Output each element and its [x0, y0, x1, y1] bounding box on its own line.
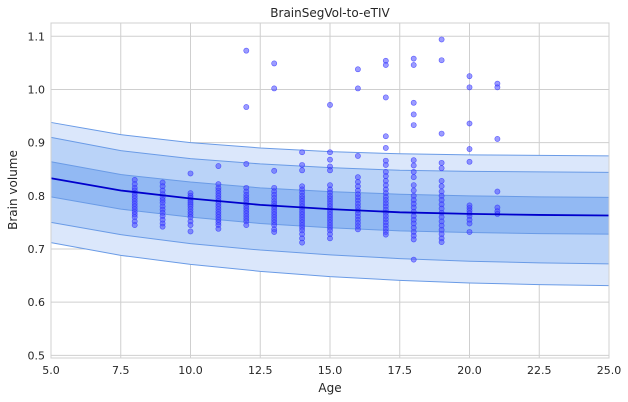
data-point-215 [438, 36, 445, 43]
data-point-62 [215, 225, 222, 232]
y-axis-label: Brain volume [6, 150, 20, 230]
y-tick-label-3: 0.8 [28, 190, 46, 203]
x-tick-labels: 5.0 7.5 10.0 12.5 15.0 17.5 20.0 22.5 25.0 [42, 364, 621, 377]
data-point-198 [410, 168, 417, 175]
data-point-197 [410, 162, 417, 169]
data-point-44 [187, 228, 194, 235]
data-point-169 [382, 145, 389, 151]
data-point-29 [159, 223, 166, 230]
data-point-213 [410, 236, 417, 243]
x-tick-label-7: 22.5 [527, 364, 552, 377]
x-tick-label-4: 15.0 [318, 364, 343, 377]
data-point-126 [327, 167, 333, 174]
x-tick-label-0: 5.0 [42, 364, 60, 377]
data-point-63 [243, 47, 250, 54]
data-point-221 [438, 183, 445, 190]
y-tick-labels: 0.5 0.6 0.7 0.8 0.9 1.0 1.1 [28, 30, 46, 362]
data-point-201 [410, 187, 417, 194]
data-point-148 [354, 153, 361, 159]
y-tick-label-2: 0.7 [28, 243, 46, 256]
data-point-194 [410, 111, 417, 118]
data-point-147 [354, 85, 361, 92]
y-tick-label-0: 0.5 [28, 349, 46, 362]
data-point-166 [382, 62, 389, 68]
data-point-220 [438, 178, 445, 184]
data-point-65 [243, 161, 250, 167]
data-point-195 [410, 122, 417, 128]
data-point-249 [494, 84, 501, 91]
data-point-234 [438, 239, 445, 245]
data-point-251 [494, 188, 501, 195]
y-tick-label-6: 1.1 [28, 30, 46, 43]
y-tick-label-4: 0.9 [28, 137, 46, 150]
data-point-173 [382, 173, 389, 180]
data-point-124 [327, 156, 333, 163]
data-point-122 [327, 101, 333, 108]
data-point-199 [410, 174, 417, 181]
data-point-167 [382, 94, 389, 101]
data-point-15 [131, 222, 138, 228]
data-points [131, 36, 501, 263]
x-tick-label-3: 12.5 [248, 364, 273, 377]
data-point-196 [410, 157, 417, 164]
data-point-64 [243, 104, 250, 110]
chart-title: BrainSegVol-to-eTIV [270, 6, 390, 20]
data-point-236 [466, 84, 473, 91]
plot-frame [50, 22, 610, 359]
data-point-200 [410, 182, 417, 189]
data-point-79 [243, 222, 250, 228]
x-tick-label-1: 7.5 [112, 364, 130, 377]
y-tick-label-5: 1.0 [28, 83, 46, 96]
data-point-164 [354, 226, 361, 233]
x-tick-label-5: 17.5 [388, 364, 413, 377]
data-point-191 [410, 55, 417, 62]
data-point-235 [466, 73, 473, 80]
data-point-216 [438, 57, 445, 64]
data-point-82 [271, 167, 278, 174]
data-point-81 [271, 85, 278, 92]
data-point-246 [466, 220, 473, 227]
data-point-99 [299, 149, 305, 156]
data-point-239 [466, 158, 473, 165]
data-point-101 [299, 167, 305, 174]
x-tick-label-2: 10.0 [178, 364, 203, 377]
median-curve [50, 177, 610, 217]
data-point-123 [327, 149, 333, 156]
data-point-237 [466, 120, 473, 127]
data-point-171 [382, 162, 389, 168]
data-point-218 [438, 159, 445, 166]
data-point-30 [187, 170, 194, 177]
data-point-168 [382, 133, 389, 140]
data-point-217 [438, 130, 445, 137]
data-point-192 [410, 62, 417, 68]
data-point-238 [466, 146, 473, 152]
x-axis-label: Age [318, 381, 341, 395]
data-point-247 [466, 229, 473, 235]
data-point-145 [327, 235, 333, 242]
data-point-219 [438, 165, 445, 172]
data-point-214 [410, 256, 417, 263]
data-point-100 [299, 162, 305, 168]
data-point-45 [215, 163, 222, 169]
x-tick-label-8: 25.0 [597, 364, 622, 377]
y-tick-label-1: 0.6 [28, 296, 46, 309]
x-tick-label-6: 20.0 [457, 364, 482, 377]
data-point-43 [187, 222, 194, 228]
band-mid-lower-edge [50, 221, 610, 265]
band-outer-lower-edge [50, 242, 610, 287]
data-point-98 [271, 229, 278, 235]
data-point-146 [354, 66, 361, 73]
data-point-80 [271, 60, 278, 67]
data-point-121 [299, 239, 305, 246]
median-curve-group [50, 177, 610, 217]
data-point-190 [382, 231, 389, 238]
data-point-149 [354, 174, 361, 181]
data-point-193 [410, 99, 417, 106]
data-point-250 [494, 136, 501, 142]
